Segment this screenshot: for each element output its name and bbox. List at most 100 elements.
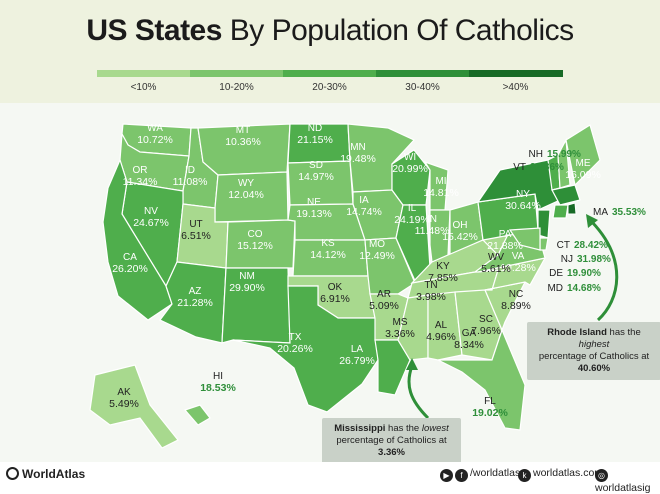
brand-name: WorldAtlas — [22, 467, 86, 481]
footer: WorldAtlas ▶ f/worldatlas k worldatlas.com… — [0, 462, 660, 494]
state-pct-az: 21.28% — [177, 297, 213, 309]
state-pct-mo: 12.49% — [359, 250, 395, 262]
state-abbr-vt: VT — [513, 162, 526, 173]
facebook-icon: f — [455, 469, 468, 482]
state-pct-tn: 3.98% — [416, 291, 446, 303]
state-pct-vt: 20.86% — [530, 162, 564, 173]
state-abbr-fl: FL — [484, 396, 496, 407]
state-pct-hi: 18.53% — [200, 382, 236, 394]
instagram-text: worldatlasig — [595, 482, 651, 494]
state-pct-de: 19.90% — [567, 268, 601, 279]
callout-ms-text1: has the — [385, 423, 422, 434]
callout-rhode-island: Rhode Island has the highest percentage … — [527, 322, 660, 380]
state-pct-al: 4.96% — [426, 331, 456, 343]
worldatlas-icon: k — [518, 469, 531, 482]
state-abbr-ut: UT — [189, 219, 202, 230]
state-abbr-nj: NJ — [561, 254, 573, 265]
state-abbr-la: LA — [351, 344, 364, 355]
state-pct-or: 11.34% — [123, 176, 158, 188]
state-pct-ak: 5.49% — [109, 398, 139, 410]
instagram-link[interactable]: ◎worldatlasig — [595, 467, 660, 494]
arrow-ri-head — [586, 214, 598, 228]
state-abbr-va: VA — [512, 251, 525, 262]
state-abbr-nv: NV — [144, 206, 158, 217]
callout-ms-emph: lowest — [421, 423, 449, 434]
state-pct-wv: 5.61% — [481, 263, 511, 275]
map-area: WA 10.72% OR 11.34% ID 11.08% MT 10.36% WY 12.04%… — [0, 103, 660, 464]
title-bold: US States — [86, 14, 222, 47]
callout-ri-state: Rhode Island — [547, 327, 607, 338]
legend-label-2: 20-30% — [312, 82, 347, 93]
worldatlas-logo: WorldAtlas — [6, 467, 85, 481]
state-pct-nv: 24.67% — [133, 217, 169, 229]
state-pct-ca: 26.20% — [112, 263, 148, 275]
state-abbr-mo: MO — [369, 239, 385, 250]
state-abbr-ca: CA — [123, 252, 137, 263]
state-pct-tx: 20.26% — [277, 343, 313, 355]
state-pct-nj: 31.98% — [577, 254, 611, 265]
state-abbr-ok: OK — [328, 282, 343, 293]
state-fl — [437, 328, 526, 431]
state-abbr-ar: AR — [377, 289, 391, 300]
state-ms — [397, 294, 429, 361]
callout-ms-state: Mississippi — [334, 423, 386, 434]
state-pct-wa: 10.72% — [137, 134, 173, 146]
state-abbr-or: OR — [133, 165, 148, 176]
state-abbr-ia: IA — [359, 195, 369, 206]
state-abbr-wa: WA — [147, 123, 163, 134]
state-nc — [477, 257, 547, 291]
state-pct-fl: 19.02% — [472, 407, 508, 419]
state-abbr-nd: ND — [308, 123, 322, 134]
legend-swatch-4 — [469, 70, 563, 77]
globe-icon — [6, 467, 19, 480]
state-md — [508, 227, 541, 251]
state-nh — [557, 137, 571, 189]
state-abbr-mn: MN — [350, 142, 366, 153]
state-pct-md: 14.68% — [567, 283, 601, 294]
state-pct-mi: 14.81% — [423, 187, 459, 199]
state-abbr-il: IL — [408, 203, 417, 214]
state-pct-co: 15.12% — [237, 240, 273, 252]
state-abbr-me: ME — [576, 158, 591, 169]
state-pct-wy: 12.04% — [228, 189, 264, 201]
site-text: worldatlas.com — [533, 467, 604, 479]
arrow-ri — [590, 220, 619, 322]
legend-swatch-3 — [376, 70, 469, 77]
state-pct-ma: 35.53% — [612, 207, 646, 218]
state-abbr-sd: SD — [309, 160, 323, 171]
state-abbr-id: ID — [185, 165, 195, 176]
header: US States By Population Of Catholics <10… — [0, 0, 660, 103]
state-pct-la: 26.79% — [339, 355, 375, 367]
state-abbr-ks: KS — [321, 238, 335, 249]
state-de — [539, 237, 549, 251]
state-abbr-ga: GA — [462, 328, 477, 339]
instagram-icon: ◎ — [595, 469, 608, 482]
state-pct-ms: 3.36% — [385, 328, 415, 340]
state-pct-nd: 21.15% — [297, 134, 333, 146]
state-pct-mt: 10.36% — [225, 136, 261, 148]
state-abbr-mt: MT — [236, 125, 250, 136]
callout-ri-value: 40.60% — [577, 363, 611, 374]
state-pct-ar: 5.09% — [369, 300, 399, 312]
site-link[interactable]: k worldatlas.com — [518, 467, 603, 482]
state-abbr-nc: NC — [509, 289, 523, 300]
state-hi — [183, 404, 211, 426]
state-pct-sc: 7.96% — [471, 325, 501, 337]
state-pct-ny: 30.64% — [505, 200, 541, 212]
state-pct-ks: 14.12% — [310, 249, 346, 261]
state-abbr-ky: KY — [436, 261, 450, 272]
state-pct-me: 16.09% — [565, 169, 601, 181]
state-abbr-co: CO — [248, 229, 263, 240]
legend-label-1: 10-20% — [219, 82, 254, 93]
state-abbr-ne: NE — [307, 197, 321, 208]
callout-ms-text2: percentage of Catholics at — [336, 435, 447, 446]
legend-swatch-2 — [283, 70, 376, 77]
state-pct-ut: 6.51% — [181, 230, 211, 242]
state-ri — [567, 202, 577, 215]
legend-label-4: >40% — [502, 82, 529, 93]
social-handle[interactable]: ▶ f/worldatlas — [440, 467, 520, 482]
page-title: US States By Population Of Catholics — [0, 14, 660, 48]
callout-ri-text2: percentage of Catholics at — [538, 351, 650, 362]
state-pct-ct: 28.42% — [574, 240, 608, 251]
